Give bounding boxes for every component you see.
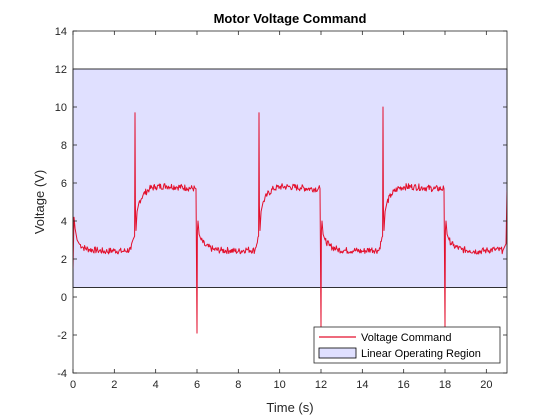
y-tick-label: 10 (55, 102, 67, 114)
x-tick-label: 18 (439, 379, 451, 391)
y-axis-label: Voltage (V) (32, 170, 47, 234)
axes-layer (72, 30, 508, 374)
x-tick-label: 4 (153, 379, 159, 391)
y-tick-label: 0 (61, 292, 67, 304)
x-tick-label: 2 (111, 379, 117, 391)
x-tick-layer: 0 2 4 6 8 10 12 14 16 18 20 (70, 31, 492, 391)
x-tick-label: 12 (315, 379, 327, 391)
y-tick-label: 14 (55, 26, 67, 38)
y-tick-label: 4 (61, 216, 67, 228)
series-layer (73, 106, 507, 334)
x-tick-label: 20 (480, 379, 492, 391)
legend-swatch-linear-operating-region (318, 347, 357, 359)
x-axis-label: Time (s) (266, 400, 313, 415)
legend-label-linear-operating-region: Linear Operating Region (361, 348, 481, 360)
legend-label-voltage-command: Voltage Command (361, 332, 452, 344)
x-tick-label: 14 (356, 379, 368, 391)
y-tick-label: -2 (57, 330, 67, 342)
y-tick-label: 12 (55, 64, 67, 76)
operating-region-layer (72, 68, 508, 288)
x-tick-label: 6 (194, 379, 200, 391)
y-tick-label: 6 (61, 178, 67, 190)
linear-operating-region (72, 68, 508, 288)
x-tick-label: 16 (398, 379, 410, 391)
x-tick-label: 8 (235, 379, 241, 391)
x-tick-label: 0 (70, 379, 76, 391)
y-tick-label: 8 (61, 140, 67, 152)
legend: Voltage Command Linear Operating Region (313, 326, 501, 364)
y-tick-label: 2 (61, 254, 67, 266)
axes-box (72, 30, 508, 374)
y-tick-label: -4 (57, 368, 67, 380)
x-tick-label: 10 (274, 379, 286, 391)
chart-title: Motor Voltage Command (214, 11, 367, 26)
y-tick-layer: -4 -2 0 2 4 6 8 10 12 14 (55, 26, 507, 380)
series-line-0 (73, 106, 507, 334)
